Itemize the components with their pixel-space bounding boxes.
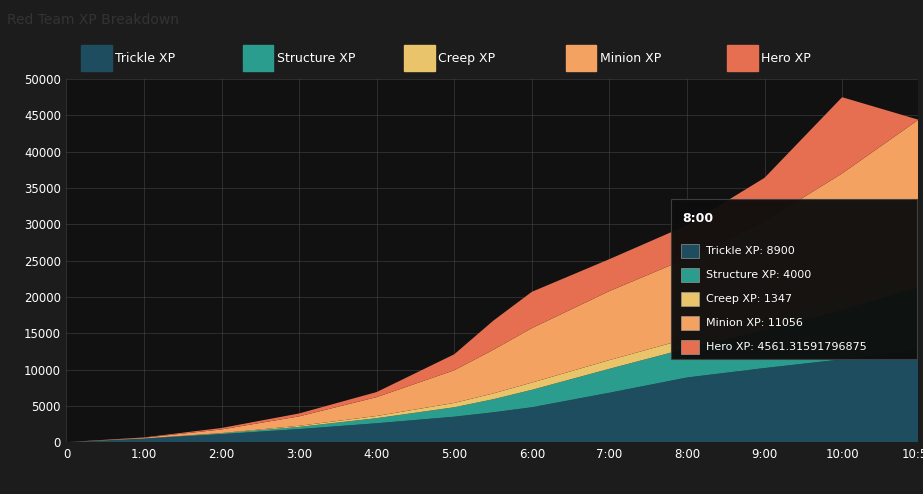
- Bar: [566, 44, 596, 72]
- Bar: [680, 292, 699, 306]
- Bar: [680, 316, 699, 330]
- Text: Creep XP: Creep XP: [438, 51, 496, 65]
- Text: Creep XP: 1347: Creep XP: 1347: [706, 294, 793, 304]
- Bar: [671, 199, 917, 359]
- Bar: [727, 44, 758, 72]
- Text: Minion XP: Minion XP: [600, 51, 661, 65]
- Text: Trickle XP: 8900: Trickle XP: 8900: [706, 246, 795, 256]
- Text: Hero XP: 4561.31591796875: Hero XP: 4561.31591796875: [706, 342, 867, 352]
- Text: 8:00: 8:00: [682, 212, 713, 225]
- Bar: [81, 44, 112, 72]
- Bar: [404, 44, 435, 72]
- Bar: [680, 244, 699, 258]
- Bar: [243, 44, 273, 72]
- Bar: [680, 268, 699, 283]
- Text: Structure XP: 4000: Structure XP: 4000: [706, 270, 811, 280]
- Text: Red Team XP Breakdown: Red Team XP Breakdown: [7, 13, 179, 27]
- Text: Hero XP: Hero XP: [761, 51, 811, 65]
- Text: Minion XP: 11056: Minion XP: 11056: [706, 318, 803, 328]
- Bar: [680, 340, 699, 354]
- Text: Trickle XP: Trickle XP: [115, 51, 175, 65]
- Text: Structure XP: Structure XP: [277, 51, 355, 65]
